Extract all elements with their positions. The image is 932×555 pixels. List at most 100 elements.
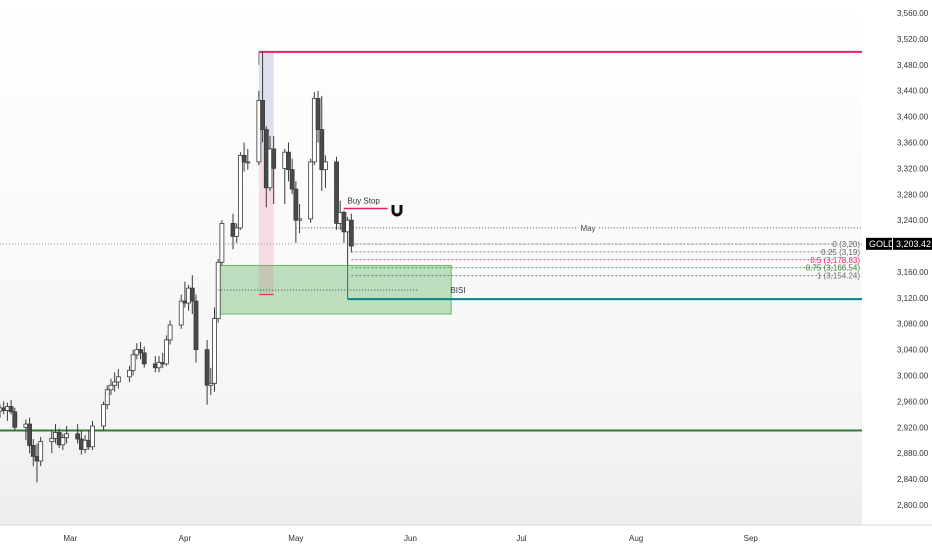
y-tick-label: 3,320.00 bbox=[897, 164, 929, 173]
candle-body bbox=[297, 218, 302, 221]
y-tick-label: 3,280.00 bbox=[897, 190, 929, 199]
y-tick-label: 3,560.00 bbox=[897, 9, 929, 18]
candles-layer bbox=[0, 51, 354, 483]
fib-label: 1 (3,154.24) bbox=[817, 272, 860, 281]
candle-body bbox=[156, 362, 162, 369]
candle-body bbox=[130, 354, 136, 371]
y-tick-label: 3,440.00 bbox=[897, 87, 929, 96]
x-tick-label: Sep bbox=[744, 534, 759, 543]
candle-body bbox=[167, 324, 173, 341]
x-tick-label: Jul bbox=[516, 534, 526, 543]
fib-label: 0.25 (3,19) bbox=[821, 248, 860, 257]
candle-body bbox=[108, 384, 114, 391]
candle-body bbox=[112, 381, 118, 386]
fib-levels-layer: 0 (3,20)0.25 (3,19)0.5 (3,178.83)0.75 (3… bbox=[351, 240, 860, 281]
y-tick-label: 3,360.00 bbox=[897, 138, 929, 147]
candle-body bbox=[323, 161, 328, 171]
candle-body bbox=[348, 219, 354, 247]
zone-pink-range bbox=[258, 158, 274, 295]
y-tick-label: 2,840.00 bbox=[897, 475, 929, 484]
candle-body bbox=[115, 376, 121, 383]
candle-body bbox=[315, 98, 321, 130]
symbol-tag-label: GOLD bbox=[869, 239, 895, 249]
time-axis-bg bbox=[0, 525, 932, 550]
candle-body bbox=[308, 161, 314, 220]
candle-body bbox=[234, 227, 240, 237]
candle-body bbox=[141, 352, 147, 365]
candle-body bbox=[208, 382, 214, 386]
candle-body bbox=[245, 161, 251, 164]
candle-body bbox=[286, 151, 291, 171]
price-axis-bg bbox=[862, 0, 932, 525]
magnet-icon bbox=[391, 205, 403, 217]
candle-body bbox=[104, 389, 110, 406]
y-tick-label: 3,000.00 bbox=[897, 372, 929, 381]
candle-body bbox=[8, 406, 14, 413]
annotations-layer: Buy Stop May BISI bbox=[218, 197, 598, 295]
price-axis[interactable]: 3,560.00 3,520.00 3,480.00 3,440.00 3,400.00… bbox=[862, 0, 932, 525]
y-tick-label: 3,040.00 bbox=[897, 346, 929, 355]
horizontal-lines-layer bbox=[0, 50, 862, 432]
candle-body bbox=[49, 437, 55, 442]
candle-body bbox=[38, 441, 44, 462]
x-tick-label: Jun bbox=[404, 534, 417, 543]
candle-body bbox=[138, 349, 143, 354]
candle-body bbox=[178, 300, 184, 326]
y-tick-label: 3,240.00 bbox=[897, 216, 929, 225]
candle-body bbox=[212, 318, 217, 384]
y-tick-label: 2,960.00 bbox=[897, 397, 929, 406]
x-tick-label: Aug bbox=[629, 534, 643, 543]
symbol-tag-bg bbox=[866, 237, 892, 250]
time-axis[interactable]: Mar Apr May Jun Jul Aug Sep bbox=[0, 524, 932, 550]
candle-body bbox=[12, 411, 18, 428]
candle-body bbox=[311, 98, 317, 163]
may-label: May bbox=[580, 224, 595, 233]
candle-body bbox=[293, 188, 299, 221]
y-tick-label: 3,400.00 bbox=[897, 113, 929, 122]
candle-body bbox=[204, 349, 210, 386]
y-tick-label: 3,120.00 bbox=[897, 294, 929, 303]
buy-stop-label: Buy Stop bbox=[347, 197, 380, 206]
fib-label: 0 (3,20) bbox=[832, 240, 860, 249]
candle-body bbox=[189, 287, 195, 302]
candle-body bbox=[90, 425, 95, 448]
candle-body bbox=[30, 445, 36, 457]
price-tag-bg bbox=[893, 237, 932, 250]
candle-body bbox=[60, 437, 66, 446]
last-price-tag: GOLD 3,203.42 bbox=[866, 237, 932, 250]
y-tick-label: 3,080.00 bbox=[897, 320, 929, 329]
x-tick-label: Mar bbox=[63, 534, 77, 543]
candle-body bbox=[260, 99, 265, 130]
candle-body bbox=[127, 369, 132, 378]
y-tick-label: 2,880.00 bbox=[897, 449, 929, 458]
may-label-bg bbox=[578, 222, 598, 233]
x-tick-label: Apr bbox=[179, 534, 192, 543]
fib-label: 0.75 (3,166.54) bbox=[806, 264, 861, 273]
bisi-label: BISI bbox=[450, 286, 465, 295]
candle-body bbox=[219, 222, 225, 263]
price-tag-value: 3,203.42 bbox=[896, 239, 931, 249]
fib-label: 0.5 (3,178.83) bbox=[810, 256, 860, 265]
candle-body bbox=[241, 155, 247, 163]
x-tick-label: May bbox=[288, 534, 303, 543]
candle-body bbox=[193, 300, 199, 351]
candle-body bbox=[237, 155, 243, 229]
candle-body bbox=[271, 148, 277, 169]
candle-body bbox=[256, 99, 262, 163]
candle-body bbox=[101, 404, 106, 427]
candle-body bbox=[319, 129, 325, 171]
candle-body bbox=[64, 433, 69, 439]
zone-fvg-green bbox=[218, 265, 452, 315]
candle-body bbox=[289, 169, 295, 190]
y-tick-label: 3,160.00 bbox=[897, 268, 929, 277]
y-tick-label: 3,520.00 bbox=[897, 35, 929, 44]
candle-body bbox=[27, 423, 32, 446]
y-tick-label: 2,920.00 bbox=[897, 423, 929, 432]
magnet-shape bbox=[391, 205, 403, 217]
candle-body bbox=[164, 339, 169, 365]
candle-body bbox=[334, 161, 339, 224]
y-tick-label: 3,480.00 bbox=[897, 61, 929, 70]
y-tick-label: 2,800.00 bbox=[897, 501, 929, 510]
